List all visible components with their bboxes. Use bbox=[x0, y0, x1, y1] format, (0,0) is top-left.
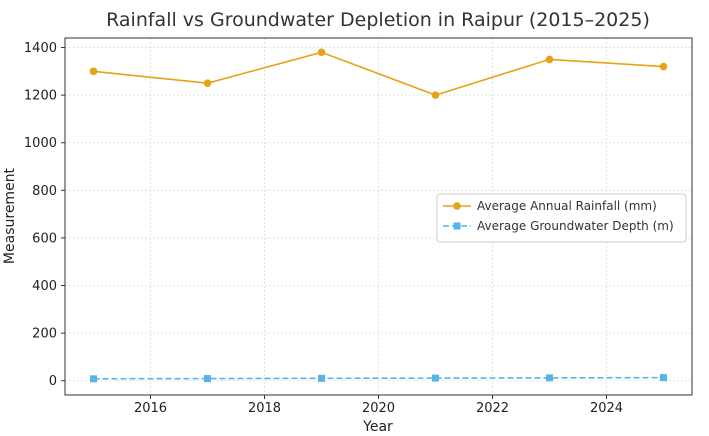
legend-item: Average Annual Rainfall (mm) bbox=[443, 199, 657, 213]
legend-item: Average Groundwater Depth (m) bbox=[443, 219, 674, 233]
data-point bbox=[317, 48, 326, 57]
data-point bbox=[660, 374, 667, 382]
y-tick-label: 400 bbox=[32, 279, 57, 294]
data-point bbox=[432, 374, 439, 382]
y-tick-label: 1200 bbox=[24, 89, 57, 104]
x-tick-label: 2018 bbox=[248, 401, 281, 416]
data-point bbox=[204, 375, 211, 383]
axis-ticks: 2016 2018 2020 2022 2024 0 200 400 600 800 1000 120… bbox=[24, 41, 623, 416]
x-tick-label: 2016 bbox=[134, 401, 167, 416]
data-point bbox=[431, 91, 440, 99]
x-tick-label: 2020 bbox=[362, 401, 395, 416]
plot-series bbox=[89, 48, 668, 383]
y-tick-label: 200 bbox=[32, 327, 57, 342]
chart-title: Rainfall vs Groundwater Depletion in Rai… bbox=[106, 9, 650, 31]
x-tick-label: 2022 bbox=[476, 401, 509, 416]
data-point bbox=[545, 55, 554, 64]
legend-marker bbox=[453, 222, 461, 230]
data-point bbox=[203, 79, 212, 88]
x-axis-label: Year bbox=[362, 419, 393, 435]
series-0 bbox=[89, 48, 668, 99]
y-tick-label: 0 bbox=[49, 374, 57, 389]
y-tick-label: 1400 bbox=[24, 41, 57, 56]
series-line bbox=[93, 376, 664, 380]
legend-label: Average Annual Rainfall (mm) bbox=[477, 199, 657, 213]
legend-box bbox=[436, 193, 687, 243]
y-tick-label: 800 bbox=[32, 184, 57, 199]
legend-marker bbox=[453, 202, 461, 210]
y-tick-label: 600 bbox=[32, 231, 57, 246]
data-point bbox=[318, 374, 325, 382]
y-axis-label: Measurement bbox=[2, 167, 18, 264]
series-1 bbox=[90, 374, 667, 383]
x-tick-label: 2024 bbox=[590, 401, 623, 416]
legend: Average Annual Rainfall (mm) Average Grou… bbox=[436, 193, 687, 243]
data-point bbox=[546, 374, 553, 382]
data-point bbox=[90, 375, 97, 383]
legend-label: Average Groundwater Depth (m) bbox=[477, 219, 674, 233]
series-line bbox=[93, 51, 664, 96]
grid bbox=[65, 38, 692, 395]
y-tick-label: 1000 bbox=[24, 136, 57, 151]
data-point bbox=[659, 62, 668, 71]
data-point bbox=[89, 67, 98, 76]
